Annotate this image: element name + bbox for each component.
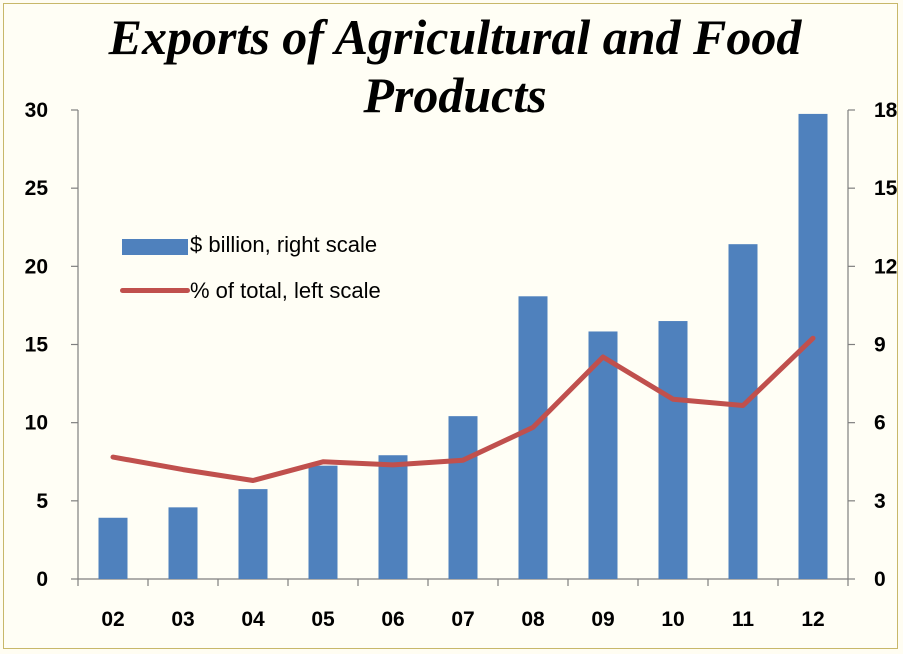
left-tick-label: 5 [36,490,48,513]
left-tick-label: 15 [25,334,49,357]
series-line [110,335,816,483]
legend-swatch-line [120,288,190,293]
bar [168,507,198,579]
bar [378,455,408,579]
right-tick-label: 3 [874,490,886,513]
x-tick-label: 12 [801,608,824,631]
x-tick-label: 09 [591,608,614,631]
bar [308,465,338,579]
bar [588,331,618,579]
left-tick-label: 30 [25,99,48,122]
x-tick-label: 11 [732,608,755,631]
legend-swatch-bar [122,239,188,255]
legend: $ billion, right scale % of total, left … [120,230,410,322]
left-tick-label: 25 [25,177,49,200]
left-tick-label: 10 [25,412,48,435]
right-tick-label: 18 [874,99,898,122]
x-tick-label: 05 [311,608,335,631]
right-tick-label: 6 [874,412,886,435]
right-tick-label: 12 [874,255,897,278]
legend-label-line: % of total, left scale [190,278,381,303]
left-tick-label: 20 [25,255,48,278]
right-tick-label: 9 [874,334,886,357]
bar-series [98,113,828,580]
bar [658,321,688,579]
x-tick-label: 03 [171,608,194,631]
x-tick-label: 02 [101,608,124,631]
right-tick-label: 0 [874,568,886,591]
line-series [110,335,816,483]
x-tick-label: 07 [451,608,474,631]
bar [98,517,128,579]
bar [238,489,268,579]
left-tick-label: 0 [36,568,48,591]
legend-item-line: % of total, left scale [120,276,410,306]
bar [448,416,478,579]
bar [728,244,758,580]
x-tick-label: 08 [521,608,545,631]
legend-label-bars: $ billion, right scale [190,232,378,257]
x-tick-label: 06 [381,608,404,631]
right-tick-label: 15 [874,177,898,200]
x-tick-label: 04 [241,608,265,631]
chart-title: Exports of Agricultural and Food Product… [108,9,802,123]
bar [518,296,548,579]
legend-item-bars: $ billion, right scale [120,230,410,260]
x-tick-label: 10 [661,608,684,631]
